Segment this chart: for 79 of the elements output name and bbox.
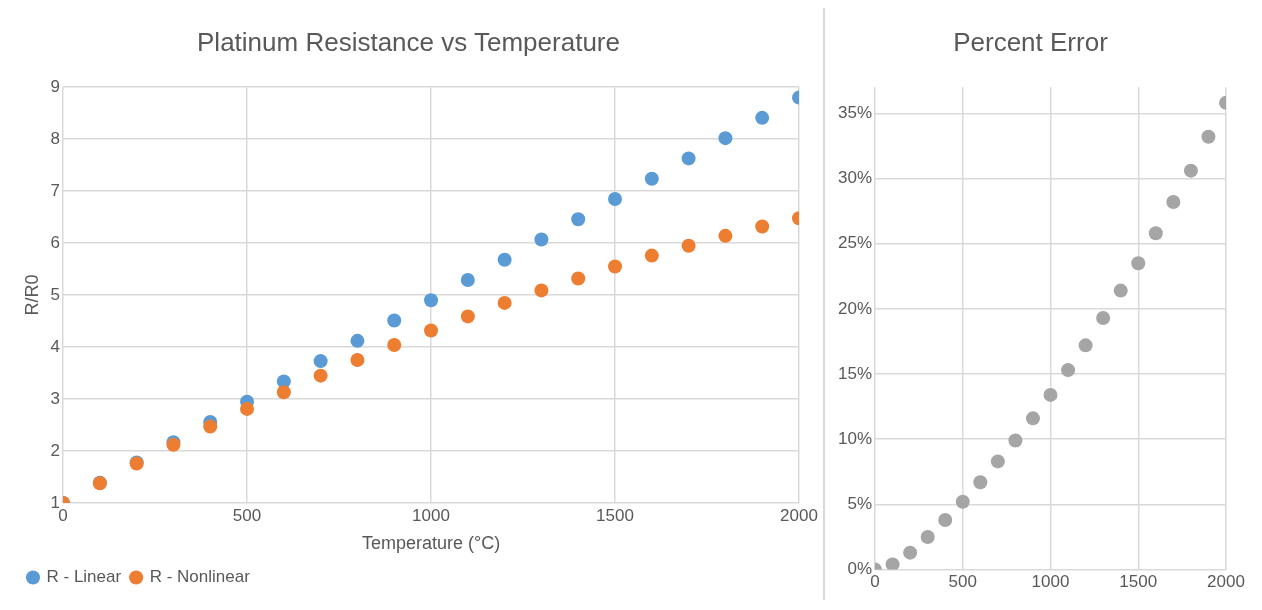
y-tick-label: 3	[50, 388, 61, 408]
point	[755, 110, 770, 125]
point	[718, 131, 733, 146]
point	[460, 273, 475, 288]
point	[955, 494, 970, 509]
y-tick-label: 5	[50, 284, 61, 304]
y-tick-label: 9	[50, 76, 61, 96]
point	[424, 293, 439, 308]
point	[460, 309, 475, 324]
point	[1183, 163, 1198, 178]
point	[1201, 129, 1216, 144]
point	[534, 232, 549, 247]
point	[920, 530, 935, 545]
point	[885, 557, 900, 570]
chart-title: Percent Error	[953, 26, 1109, 57]
y-tick-label: 7	[50, 180, 61, 200]
chart-title: Platinum Resistance vs Temperature	[197, 26, 620, 57]
x-tick-label: 2000	[1207, 572, 1245, 592]
y-tick-label: 25%	[837, 233, 873, 253]
x-tick-label: 2000	[780, 505, 818, 525]
y-tick-label: 6	[50, 232, 61, 252]
point	[644, 171, 659, 186]
x-tick-label: 500	[948, 572, 977, 592]
point	[497, 252, 512, 267]
point	[608, 191, 623, 206]
point	[718, 228, 733, 243]
point	[608, 259, 623, 274]
y-axis-title: R/R0	[21, 274, 42, 316]
y-tick-label: 20%	[837, 298, 873, 318]
point	[1131, 256, 1146, 271]
x-tick-label: 0	[58, 505, 68, 525]
point	[571, 271, 586, 286]
point	[350, 353, 365, 368]
point	[424, 323, 439, 338]
y-tick-label: 15%	[837, 363, 873, 383]
point	[203, 419, 218, 434]
x-tick-label: 1000	[1031, 572, 1070, 592]
x-axis-title: Temperature (°C)	[361, 533, 501, 554]
point	[644, 248, 659, 263]
point	[1043, 387, 1058, 402]
x-tick-label: 0	[870, 572, 880, 592]
point	[1148, 226, 1163, 241]
point	[1061, 363, 1076, 378]
point	[1113, 283, 1128, 298]
point	[1008, 433, 1023, 448]
point	[276, 385, 291, 400]
point	[938, 513, 953, 528]
y-tick-label: 30%	[837, 168, 873, 188]
y-tick-label: 10%	[837, 428, 873, 448]
point	[240, 401, 255, 416]
point	[903, 545, 918, 560]
y-tick-label: 35%	[837, 102, 873, 122]
point	[497, 295, 512, 310]
y-tick-label: 5%	[847, 494, 873, 514]
point	[1078, 338, 1093, 353]
point	[1166, 194, 1181, 209]
point	[681, 151, 696, 166]
y-tick-label: 8	[50, 128, 61, 148]
point	[387, 313, 402, 328]
x-tick-label: 500	[232, 505, 262, 525]
y-tick-label: 2	[50, 440, 61, 460]
x-tick-label: 1500	[596, 505, 634, 525]
point	[990, 454, 1005, 469]
point	[534, 283, 549, 298]
point	[313, 368, 328, 383]
legend-label: R - Linear	[46, 567, 122, 587]
x-tick-label: 1000	[412, 505, 450, 525]
x-tick-label: 1500	[1119, 572, 1158, 592]
point	[313, 354, 328, 369]
point	[755, 219, 770, 234]
point	[681, 238, 696, 253]
point	[973, 475, 988, 490]
point	[1025, 411, 1040, 426]
y-tick-label: 4	[50, 336, 61, 356]
point	[1096, 310, 1111, 325]
legend-label: R - Nonlinear	[149, 567, 251, 587]
point	[571, 212, 586, 227]
point	[387, 338, 402, 352]
point	[350, 333, 365, 348]
